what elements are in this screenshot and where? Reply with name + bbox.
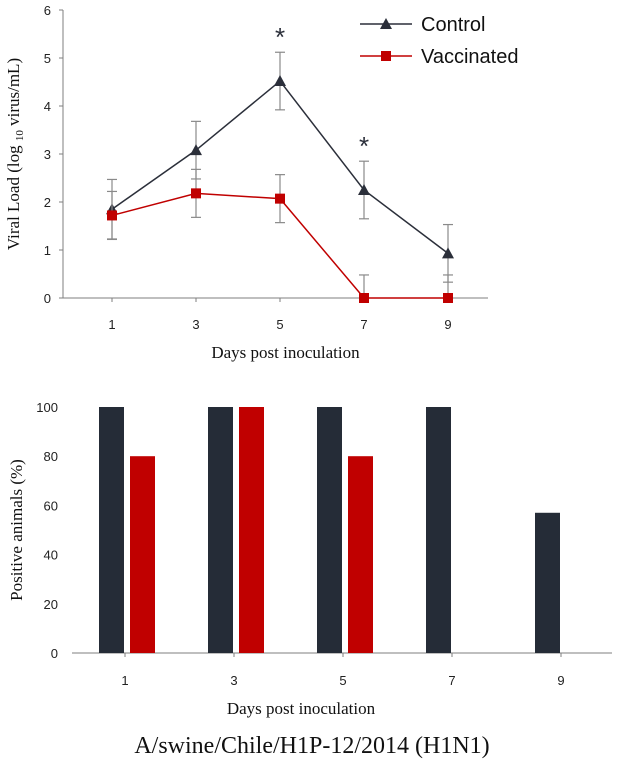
bar-y-tick-label: 80	[44, 449, 58, 464]
line-x-tick-label: 3	[192, 317, 199, 332]
bar-control	[426, 407, 451, 653]
positive-animals-bar-chart: 0 20 40 60 80 100 1 3 5 7 9 Days post inoculation Po…	[7, 400, 612, 718]
line-x-tick-label: 7	[360, 317, 367, 332]
line-y-tick-label: 3	[44, 147, 51, 162]
line-point-vaccinated	[443, 293, 453, 303]
bar-x-tick-label: 5	[339, 673, 346, 688]
line-y-tick-label: 6	[44, 3, 51, 18]
line-point-control	[442, 247, 454, 259]
bar-control	[208, 407, 233, 653]
line-point-control	[190, 144, 202, 156]
significance-marker: *	[275, 22, 285, 52]
legend-marker	[381, 51, 391, 61]
bar-y-tick-label: 20	[44, 597, 58, 612]
bar-x-tick-label: 7	[448, 673, 455, 688]
line-y-tick-label: 5	[44, 51, 51, 66]
legend-label: Control	[421, 14, 485, 36]
bar-vaccinated	[130, 456, 155, 653]
bar-y-tick-label: 100	[36, 400, 58, 415]
line-y-tick-label: 2	[44, 195, 51, 210]
legend-marker	[380, 18, 392, 29]
line-x-axis-label: Days post inoculation	[211, 343, 360, 362]
line-point-vaccinated	[359, 293, 369, 303]
bar-y-tick-label: 0	[51, 646, 58, 661]
bar-x-axis-label: Days post inoculation	[227, 699, 376, 718]
bar-vaccinated	[348, 456, 373, 653]
bar-y-tick-label: 40	[44, 548, 58, 563]
viral-load-line-chart: 0 1 2 3 4 5 6 1 3 5 7 9 Days post inoculation Viral L…	[4, 3, 518, 362]
bar-y-axis-label: Positive animals (%)	[7, 459, 26, 601]
line-x-tick-label: 1	[108, 317, 115, 332]
line-point-vaccinated	[107, 210, 117, 221]
bar-x-tick-label: 1	[121, 673, 128, 688]
line-y-tick-label: 1	[44, 243, 51, 258]
line-y-tick-label: 0	[44, 291, 51, 306]
bar-control	[99, 407, 124, 653]
bar-y-tick-label: 60	[44, 498, 58, 513]
figure-caption: A/swine/Chile/H1P-12/2014 (H1N1)	[134, 733, 490, 759]
significance-marker: *	[359, 131, 369, 161]
line-point-control	[274, 75, 286, 87]
line-legend: Control Vaccinated	[360, 14, 518, 68]
line-x-tick-label: 9	[444, 317, 451, 332]
bar-vaccinated	[239, 407, 264, 653]
bar-control	[317, 407, 342, 653]
line-y-tick-label: 4	[44, 99, 51, 114]
line-x-tick-label: 5	[276, 317, 283, 332]
line-y-axis-label: Viral Load (log 10 virus/mL)	[4, 58, 26, 250]
legend-label: Vaccinated	[421, 46, 518, 68]
bar-x-tick-label: 3	[230, 673, 237, 688]
line-point-vaccinated	[191, 188, 201, 199]
bar-control	[535, 512, 560, 653]
bar-x-tick-label: 9	[557, 673, 564, 688]
line-point-vaccinated	[275, 193, 285, 204]
line-point-control	[358, 184, 370, 195]
